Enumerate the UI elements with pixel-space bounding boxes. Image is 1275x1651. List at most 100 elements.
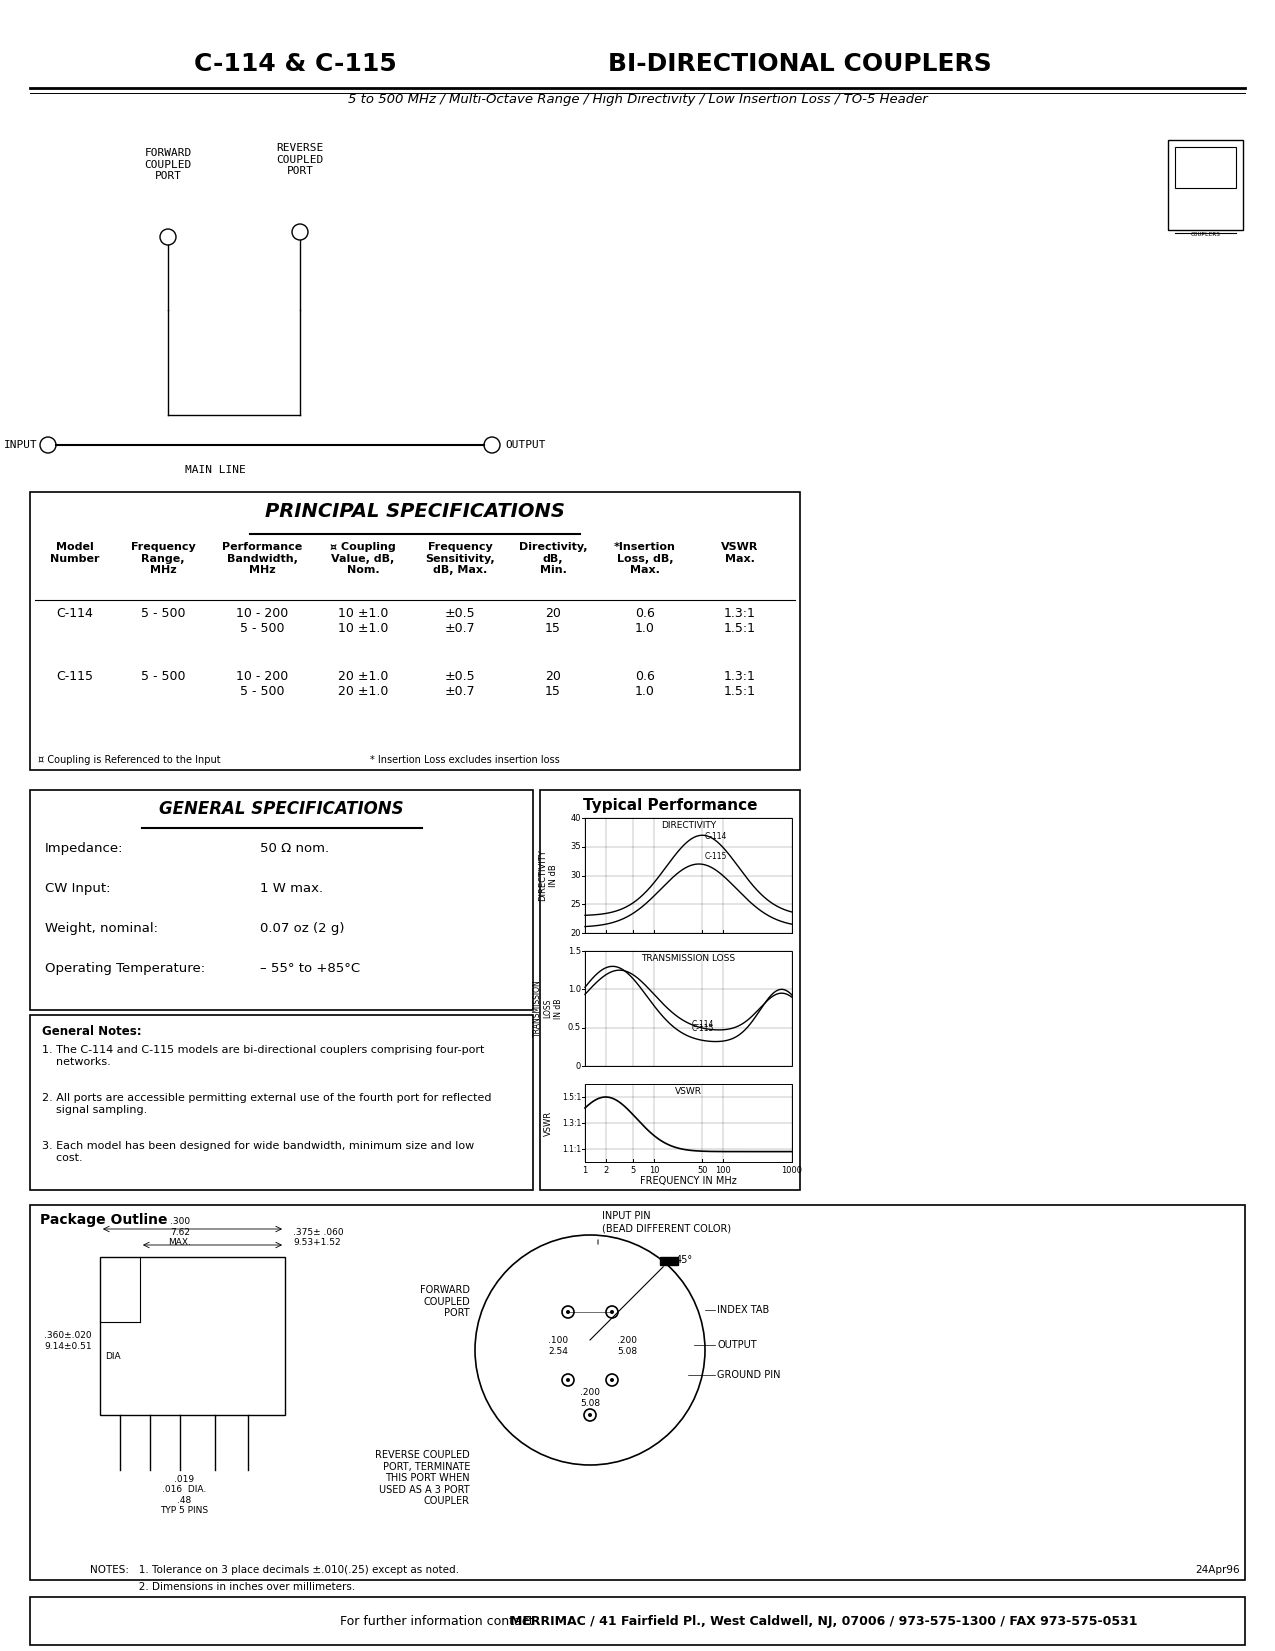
Text: .375± .060
9.53+1.52: .375± .060 9.53+1.52	[293, 1228, 344, 1247]
Text: 1.3:1: 1.3:1	[562, 1118, 581, 1128]
Text: COUPLERS: COUPLERS	[1191, 233, 1220, 238]
Text: INPUT: INPUT	[4, 441, 38, 451]
Text: PRINCIPAL SPECIFICATIONS: PRINCIPAL SPECIFICATIONS	[265, 502, 565, 522]
Text: C-115: C-115	[692, 1024, 714, 1034]
Text: Frequency
Range,
MHz: Frequency Range, MHz	[130, 542, 195, 575]
Text: 1.5: 1.5	[567, 946, 581, 956]
Text: * Insertion Loss excludes insertion loss: * Insertion Loss excludes insertion loss	[370, 755, 560, 764]
Text: C-115: C-115	[704, 852, 727, 862]
Text: INPUT PIN
(BEAD DIFFERENT COLOR): INPUT PIN (BEAD DIFFERENT COLOR)	[602, 1212, 731, 1233]
Text: VSWR
Max.: VSWR Max.	[722, 542, 759, 563]
Circle shape	[584, 1408, 595, 1422]
Text: 5 - 500: 5 - 500	[140, 670, 185, 684]
Text: Frequency
Sensitivity,
dB, Max.: Frequency Sensitivity, dB, Max.	[425, 542, 495, 575]
Text: MERRIMAC / 41 Fairfield Pl., West Caldwell, NJ, 07006 / 973-575-1300 / FAX 973-5: MERRIMAC / 41 Fairfield Pl., West Caldwe…	[510, 1615, 1137, 1628]
Bar	[99, 1256, 286, 1415]
Bar	[31, 789, 533, 1010]
Text: INDEX TAB: INDEX TAB	[717, 1304, 769, 1314]
Bar	[585, 1085, 792, 1162]
Bar	[1168, 140, 1243, 229]
Text: C-114: C-114	[692, 1020, 714, 1029]
Text: .300
7.62
MAX.: .300 7.62 MAX.	[168, 1217, 191, 1247]
Bar	[585, 817, 792, 933]
Circle shape	[562, 1306, 574, 1317]
Text: For further information contact: For further information contact	[340, 1615, 538, 1628]
Text: MAIN LINE: MAIN LINE	[185, 466, 245, 475]
Text: 50 Ω nom.: 50 Ω nom.	[260, 842, 329, 855]
Text: OUTPUT: OUTPUT	[717, 1341, 756, 1351]
Text: 1. The C-114 and C-115 models are bi-directional couplers comprising four-port
 : 1. The C-114 and C-115 models are bi-dir…	[42, 1045, 484, 1067]
Text: CW Input:: CW Input:	[45, 882, 111, 895]
Text: 20: 20	[570, 928, 581, 938]
Text: 5 to 500 MHz / Multi-Octave Range / High Directivity / Low Insertion Loss / TO-5: 5 to 500 MHz / Multi-Octave Range / High…	[348, 92, 927, 106]
Text: 35: 35	[570, 842, 581, 852]
Text: ¤ Coupling
Value, dB,
Nom.: ¤ Coupling Value, dB, Nom.	[330, 542, 395, 575]
Text: TRANSMISSION LOSS: TRANSMISSION LOSS	[641, 954, 736, 963]
Text: 0.5: 0.5	[567, 1024, 581, 1032]
Bar	[1176, 147, 1235, 188]
Text: – 55° to +85°C: – 55° to +85°C	[260, 963, 360, 976]
Text: 5: 5	[631, 1166, 636, 1176]
Text: GROUND PIN: GROUND PIN	[717, 1370, 780, 1380]
Text: C-115: C-115	[56, 670, 93, 684]
Text: GENERAL SPECIFICATIONS: GENERAL SPECIFICATIONS	[159, 801, 404, 817]
Text: DIA: DIA	[105, 1352, 121, 1360]
Text: 1.0: 1.0	[567, 986, 581, 994]
Text: C-114: C-114	[704, 832, 727, 842]
Text: 24Apr96: 24Apr96	[1196, 1565, 1241, 1575]
Text: 10 - 200
5 - 500: 10 - 200 5 - 500	[236, 670, 288, 698]
Text: 2: 2	[603, 1166, 608, 1176]
Text: ¤ Coupling is Referenced to the Input: ¤ Coupling is Referenced to the Input	[38, 755, 221, 764]
Text: 5 - 500: 5 - 500	[140, 608, 185, 621]
Bar	[541, 789, 799, 1190]
Text: Performance
Bandwidth,
MHz: Performance Bandwidth, MHz	[222, 542, 302, 575]
Text: 20 ±1.0
20 ±1.0: 20 ±1.0 20 ±1.0	[338, 670, 388, 698]
Circle shape	[606, 1306, 618, 1317]
Circle shape	[609, 1379, 615, 1382]
Text: 1.3:1
1.5:1: 1.3:1 1.5:1	[724, 670, 756, 698]
Text: 1.3:1
1.5:1: 1.3:1 1.5:1	[724, 608, 756, 636]
Text: 20
15: 20 15	[546, 670, 561, 698]
Text: 1.5:1: 1.5:1	[562, 1093, 581, 1101]
Text: FREQUENCY IN MHz: FREQUENCY IN MHz	[640, 1176, 737, 1185]
Text: OUTPUT: OUTPUT	[505, 441, 546, 451]
Text: 10 ±1.0
10 ±1.0: 10 ±1.0 10 ±1.0	[338, 608, 388, 636]
Text: 20
15: 20 15	[546, 608, 561, 636]
Text: C-114 & C-115: C-114 & C-115	[194, 51, 397, 76]
Text: BI-DIRECTIONAL COUPLERS: BI-DIRECTIONAL COUPLERS	[608, 51, 992, 76]
Text: DIRECTIVITY
IN dB: DIRECTIVITY IN dB	[538, 850, 557, 901]
Text: DIRECTIVITY: DIRECTIVITY	[660, 821, 717, 830]
Text: *Insertion
Loss, dB,
Max.: *Insertion Loss, dB, Max.	[615, 542, 676, 575]
Bar	[31, 1597, 1244, 1644]
Bar	[660, 1256, 678, 1265]
Text: ±0.5
±0.7: ±0.5 ±0.7	[445, 670, 476, 698]
Text: NOTES:   1. Tolerance on 3 place decimals ±.010(.25) except as noted.: NOTES: 1. Tolerance on 3 place decimals …	[91, 1565, 459, 1575]
Text: 45°: 45°	[676, 1255, 692, 1265]
Text: .360±.020
9.14±0.51: .360±.020 9.14±0.51	[45, 1331, 92, 1351]
Text: 10 - 200
5 - 500: 10 - 200 5 - 500	[236, 608, 288, 636]
Text: .100
2.54: .100 2.54	[548, 1336, 569, 1355]
Circle shape	[566, 1379, 570, 1382]
Bar	[31, 1205, 1244, 1580]
Circle shape	[588, 1413, 592, 1417]
Bar	[585, 951, 792, 1067]
Text: REVERSE
COUPLED
PORT: REVERSE COUPLED PORT	[277, 144, 324, 177]
Text: 2. Dimensions in inches over millimeters.: 2. Dimensions in inches over millimeters…	[91, 1582, 356, 1592]
Text: .200
5.08: .200 5.08	[580, 1388, 601, 1408]
Text: 1: 1	[583, 1166, 588, 1176]
Text: Weight, nominal:: Weight, nominal:	[45, 921, 158, 934]
Text: TRANSMISSION
LOSS
IN dB: TRANSMISSION LOSS IN dB	[533, 979, 562, 1037]
Text: 2. All ports are accessible permitting external use of the fourth port for refle: 2. All ports are accessible permitting e…	[42, 1093, 491, 1114]
Text: 3. Each model has been designed for wide bandwidth, minimum size and low
    cos: 3. Each model has been designed for wide…	[42, 1141, 474, 1162]
Text: Model
Number: Model Number	[50, 542, 99, 563]
Text: ±0.5
±0.7: ±0.5 ±0.7	[445, 608, 476, 636]
Text: 40: 40	[570, 814, 581, 822]
Text: 1 W max.: 1 W max.	[260, 882, 323, 895]
Text: 50: 50	[697, 1166, 708, 1176]
Text: 1.1:1: 1.1:1	[562, 1144, 581, 1154]
Text: VSWR: VSWR	[674, 1086, 703, 1096]
Text: C-114: C-114	[56, 608, 93, 621]
Text: FORWARD
COUPLED
PORT: FORWARD COUPLED PORT	[144, 149, 191, 182]
Text: 1000: 1000	[782, 1166, 802, 1176]
Text: REVERSE COUPLED
PORT, TERMINATE
THIS PORT WHEN
USED AS A 3 PORT
COUPLER: REVERSE COUPLED PORT, TERMINATE THIS POR…	[375, 1450, 470, 1506]
